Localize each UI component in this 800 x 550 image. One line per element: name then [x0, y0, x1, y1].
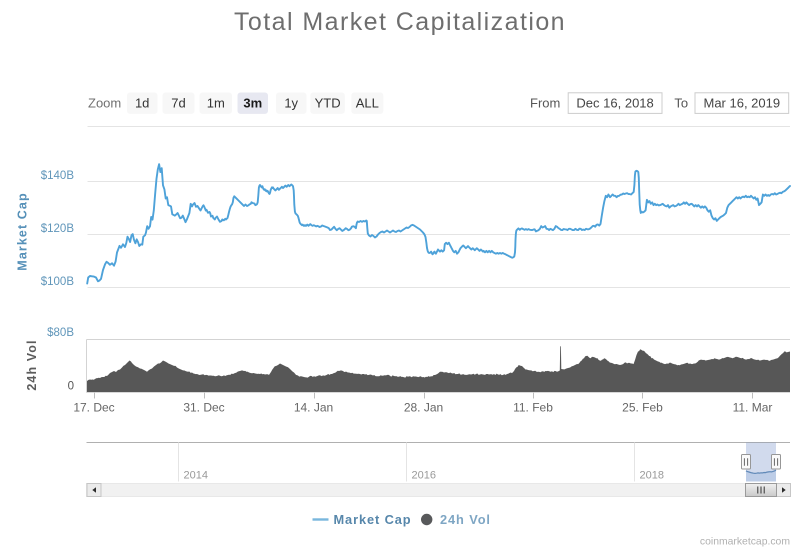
- svg-text:2016: 2016: [412, 470, 436, 482]
- svg-text:3m: 3m: [243, 96, 262, 111]
- svg-text:31. Dec: 31. Dec: [183, 401, 224, 415]
- svg-text:Total Market Capitalization: Total Market Capitalization: [234, 8, 566, 36]
- svg-text:1d: 1d: [135, 96, 149, 111]
- svg-text:$120B: $120B: [41, 223, 75, 235]
- svg-text:28. Jan: 28. Jan: [404, 401, 443, 415]
- svg-text:17. Dec: 17. Dec: [73, 401, 114, 415]
- svg-text:$80B: $80B: [47, 327, 74, 339]
- svg-text:Market Cap: Market Cap: [16, 192, 30, 270]
- svg-text:25. Feb: 25. Feb: [622, 401, 663, 415]
- svg-text:1y: 1y: [284, 96, 298, 111]
- svg-text:Zoom: Zoom: [88, 96, 121, 111]
- svg-text:From: From: [530, 96, 560, 111]
- svg-text:Market Cap: Market Cap: [334, 512, 412, 527]
- svg-text:11. Mar: 11. Mar: [733, 401, 773, 415]
- svg-text:11. Feb: 11. Feb: [513, 401, 553, 415]
- svg-text:1m: 1m: [207, 96, 225, 111]
- svg-text:24h Vol: 24h Vol: [25, 339, 39, 390]
- svg-text:To: To: [674, 96, 688, 111]
- svg-text:7d: 7d: [171, 96, 185, 111]
- svg-text:24h Vol: 24h Vol: [440, 512, 491, 527]
- svg-text:2014: 2014: [184, 470, 208, 482]
- svg-text:coinmarketcap.com: coinmarketcap.com: [700, 537, 790, 548]
- svg-text:YTD: YTD: [315, 96, 341, 111]
- svg-text:2018: 2018: [640, 470, 664, 482]
- svg-text:Dec 16, 2018: Dec 16, 2018: [576, 96, 653, 111]
- svg-text:Mar 16, 2019: Mar 16, 2019: [703, 96, 780, 111]
- svg-text:$140B: $140B: [41, 170, 75, 182]
- svg-text:$100B: $100B: [41, 276, 75, 288]
- svg-text:ALL: ALL: [356, 96, 379, 111]
- svg-text:0: 0: [68, 381, 74, 393]
- svg-text:14. Jan: 14. Jan: [294, 401, 333, 415]
